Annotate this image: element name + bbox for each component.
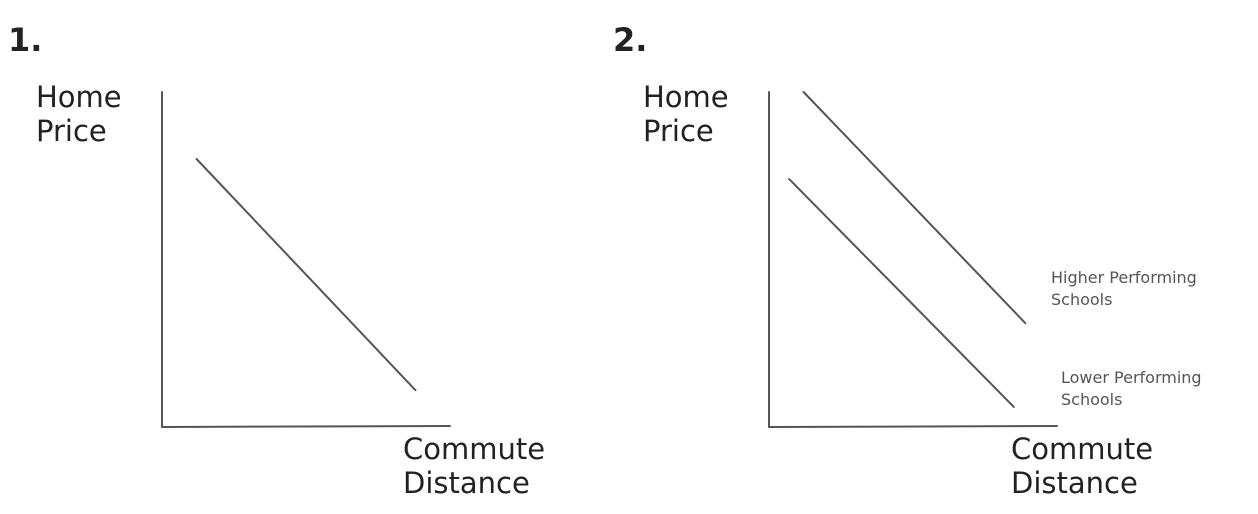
x-axis-label: Commute Distance xyxy=(1011,432,1154,500)
series-line-1 xyxy=(195,158,417,392)
series-label-higher: Higher Performing Schools xyxy=(1051,268,1197,309)
y-axis-label: Home Price xyxy=(643,80,729,148)
x-axis-label: Commute Distance xyxy=(403,432,546,500)
series-label-lower: Lower Performing Schools xyxy=(1061,368,1202,409)
panel-number: 2. xyxy=(613,21,648,59)
series-line-2 xyxy=(788,178,1015,408)
x-axis xyxy=(161,425,451,428)
series-line-1 xyxy=(802,91,1027,325)
panel-number: 1. xyxy=(8,21,43,59)
x-axis xyxy=(768,425,1058,428)
y-axis-label: Home Price xyxy=(36,80,122,148)
